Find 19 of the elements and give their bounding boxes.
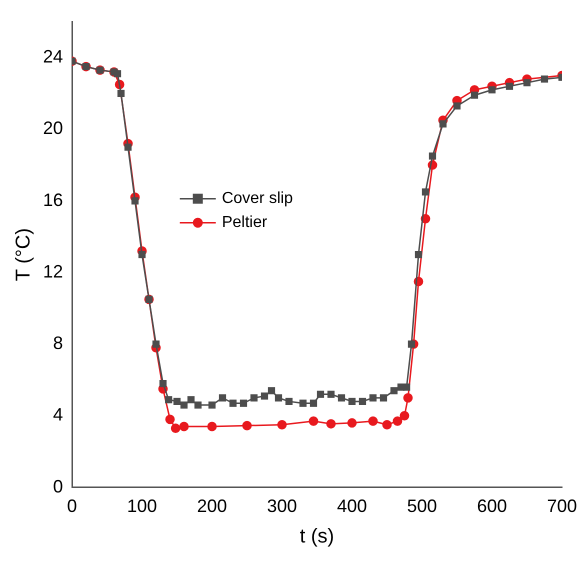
x-tick-label: 400 xyxy=(336,496,368,516)
y-tick-label: 4 xyxy=(53,404,64,425)
y-tick-label: 16 xyxy=(42,190,64,210)
legend-label: Cover slip xyxy=(222,190,294,208)
legend-label: Peltier xyxy=(222,214,268,232)
x-tick-label: 0 xyxy=(67,496,78,516)
y-tick-label: 24 xyxy=(42,46,64,67)
x-axis-title: t (s) xyxy=(300,526,334,548)
y-axis-title: T (°C) xyxy=(12,228,35,282)
x-tick-label: 500 xyxy=(406,496,438,516)
x-tick-label: 300 xyxy=(266,496,298,516)
x-tick-label: 100 xyxy=(126,496,158,516)
x-tick-label: 600 xyxy=(476,496,508,516)
x-tick-label: 200 xyxy=(196,496,228,516)
y-tick-label: 0 xyxy=(53,476,64,496)
y-tick-label: 20 xyxy=(42,118,64,138)
x-tick-label: 700 xyxy=(546,496,578,516)
y-tick-label: 12 xyxy=(42,261,64,282)
y-tick-label: 8 xyxy=(53,333,64,354)
